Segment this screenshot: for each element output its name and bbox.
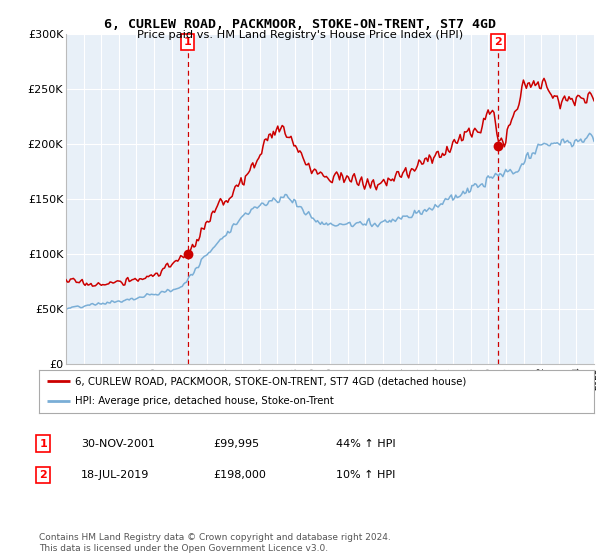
Text: 30-NOV-2001: 30-NOV-2001 <box>81 438 155 449</box>
Text: 1: 1 <box>40 438 47 449</box>
Text: 2: 2 <box>40 470 47 480</box>
Text: 18-JUL-2019: 18-JUL-2019 <box>81 470 149 480</box>
Text: 2: 2 <box>494 37 502 47</box>
Text: £99,995: £99,995 <box>213 438 259 449</box>
Text: 6, CURLEW ROAD, PACKMOOR, STOKE-ON-TRENT, ST7 4GD (detached house): 6, CURLEW ROAD, PACKMOOR, STOKE-ON-TRENT… <box>75 376 466 386</box>
Text: HPI: Average price, detached house, Stoke-on-Trent: HPI: Average price, detached house, Stok… <box>75 396 334 407</box>
Point <box>493 142 503 151</box>
Text: Price paid vs. HM Land Registry's House Price Index (HPI): Price paid vs. HM Land Registry's House … <box>137 30 463 40</box>
Text: 10% ↑ HPI: 10% ↑ HPI <box>336 470 395 480</box>
Text: £198,000: £198,000 <box>213 470 266 480</box>
Text: 1: 1 <box>184 37 191 47</box>
Text: 44% ↑ HPI: 44% ↑ HPI <box>336 438 395 449</box>
Point <box>183 249 193 258</box>
Text: Contains HM Land Registry data © Crown copyright and database right 2024.
This d: Contains HM Land Registry data © Crown c… <box>39 533 391 553</box>
Text: 6, CURLEW ROAD, PACKMOOR, STOKE-ON-TRENT, ST7 4GD: 6, CURLEW ROAD, PACKMOOR, STOKE-ON-TRENT… <box>104 18 496 31</box>
